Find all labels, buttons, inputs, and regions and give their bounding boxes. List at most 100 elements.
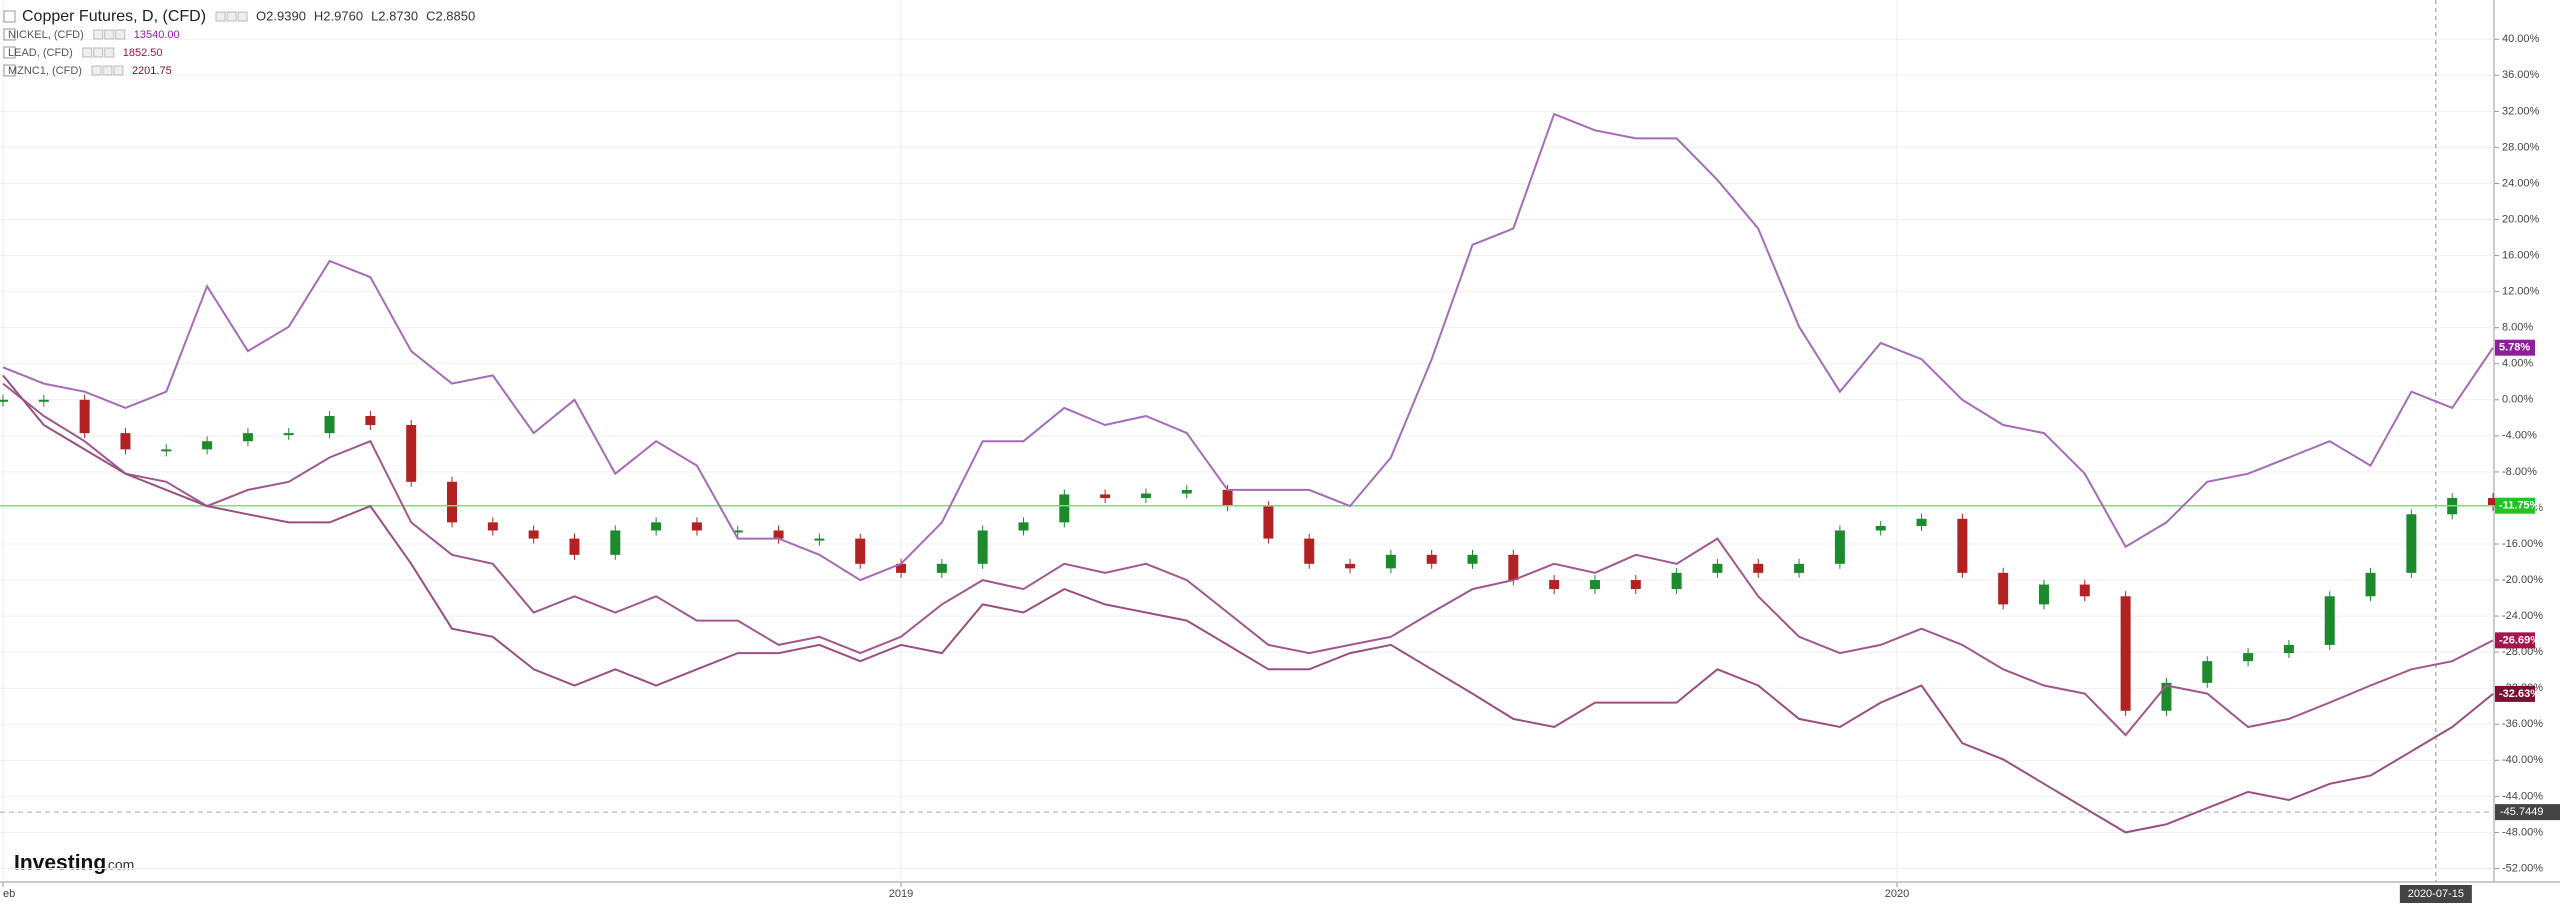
last-value-box <box>2495 632 2535 649</box>
candle-body <box>651 522 662 531</box>
legend-price: 2201.75 <box>132 65 172 77</box>
candle-body <box>120 433 131 450</box>
y-tick-label: 0.00% <box>2502 394 2533 406</box>
candle-body <box>2161 682 2172 711</box>
y-tick-label: -48.00% <box>2502 826 2543 838</box>
candle-body <box>977 530 988 564</box>
candle-body <box>936 563 947 573</box>
series-line <box>2 112 2494 582</box>
candle-body <box>1426 554 1437 564</box>
legend-icon <box>104 47 115 58</box>
legend-icon <box>102 65 113 76</box>
candle-body <box>2202 661 2213 683</box>
y-tick-label: -8.00% <box>2502 466 2537 478</box>
legend-ohlc: O2.9390 <box>256 8 306 23</box>
candle-body <box>610 530 621 555</box>
candle-body <box>365 416 376 426</box>
y-tick-label: -52.00% <box>2502 862 2543 874</box>
series-line <box>2 374 2494 834</box>
candle-body <box>528 530 539 539</box>
candle-body <box>1181 489 1192 494</box>
y-tick-label: -44.00% <box>2502 790 2543 802</box>
crosshair-label: -45.7449 <box>2500 806 2543 818</box>
candle-body <box>283 433 294 436</box>
logo-suffix: .com <box>104 857 134 873</box>
candle-body <box>1549 580 1560 590</box>
y-tick-label: -24.00% <box>2502 610 2543 622</box>
candle-body <box>1589 580 1600 590</box>
legend-icon <box>115 29 126 40</box>
candle-body <box>1059 494 1070 523</box>
legend-toggle <box>3 64 16 77</box>
candle-body <box>2488 498 2498 506</box>
legend-toggle <box>3 28 16 41</box>
candle-body <box>202 441 213 450</box>
candle-body <box>1508 554 1519 581</box>
legend-ohlc: H2.9760 <box>314 8 363 23</box>
y-tick-label: -4.00% <box>2502 430 2537 442</box>
last-value-box <box>2495 339 2535 356</box>
candle-body <box>569 538 580 555</box>
y-tick-label: 28.00% <box>2502 141 2540 153</box>
series-line <box>2 382 2494 737</box>
y-tick-label: -16.00% <box>2502 538 2543 550</box>
y-tick-label: 24.00% <box>2502 177 2540 189</box>
last-value-label: 5.78% <box>2499 342 2530 354</box>
candle-body <box>2120 596 2131 711</box>
grid <box>0 0 2494 882</box>
y-tick-label: 36.00% <box>2502 69 2540 81</box>
legend-entry: Copper Futures, D, (CFD) <box>22 8 206 25</box>
last-value-label: -32.63% <box>2499 688 2540 700</box>
crosshair-label-box <box>2495 804 2560 821</box>
candle-body <box>2079 584 2090 597</box>
candle-body <box>1467 554 1478 564</box>
last-value-box <box>2495 497 2535 514</box>
legend-icon <box>237 11 248 22</box>
y-tick-label: 32.00% <box>2502 105 2540 117</box>
legend-entry: LEAD, (CFD) <box>8 47 73 59</box>
candle-body <box>1998 572 2009 605</box>
legend-icon <box>104 29 115 40</box>
last-value-label: -26.69% <box>2499 634 2540 646</box>
y-tick-label: 12.00% <box>2502 286 2540 298</box>
x-tick-label: 2019 <box>889 888 913 900</box>
candle-body <box>896 563 907 573</box>
candle-body <box>1140 493 1151 499</box>
candle-body <box>1018 522 1029 531</box>
candle-body <box>2406 514 2417 573</box>
candle-body <box>2324 596 2335 645</box>
cursor-label: 2020-07-15 <box>2408 888 2464 900</box>
legend-icon <box>91 65 102 76</box>
legend-icon <box>82 47 93 58</box>
logo-brand: Investing <box>14 852 106 875</box>
candle-body <box>447 481 458 523</box>
candle-body <box>1222 489 1233 507</box>
candle-body <box>1345 563 1356 569</box>
y-tick-label: 20.00% <box>2502 213 2540 225</box>
y-tick-label: -20.00% <box>2502 574 2543 586</box>
y-tick-label: -28.00% <box>2502 646 2543 658</box>
legend-icon <box>215 11 226 22</box>
legend-ohlc: C2.8850 <box>426 8 475 23</box>
legend-icon <box>226 11 237 22</box>
candle-body <box>406 425 417 482</box>
candle-body <box>1712 563 1723 573</box>
candle-body <box>1385 554 1396 569</box>
candle-body <box>2243 653 2254 662</box>
last-value-box <box>2495 685 2535 702</box>
candle-body <box>1875 525 1886 531</box>
y-tick-label: -36.00% <box>2502 718 2543 730</box>
candle-body <box>38 399 49 402</box>
candle-body <box>1916 518 1927 526</box>
candle-body <box>2038 584 2049 605</box>
candle-body <box>691 522 702 531</box>
legend-icon <box>93 29 104 40</box>
candle-body <box>1957 518 1968 573</box>
candle-body <box>1630 580 1641 590</box>
y-tick-label: 4.00% <box>2502 358 2533 370</box>
legend-icon <box>113 65 124 76</box>
candle-body <box>324 416 335 434</box>
legend-ohlc: L2.8730 <box>371 8 418 23</box>
y-tick-label: 8.00% <box>2502 322 2533 334</box>
